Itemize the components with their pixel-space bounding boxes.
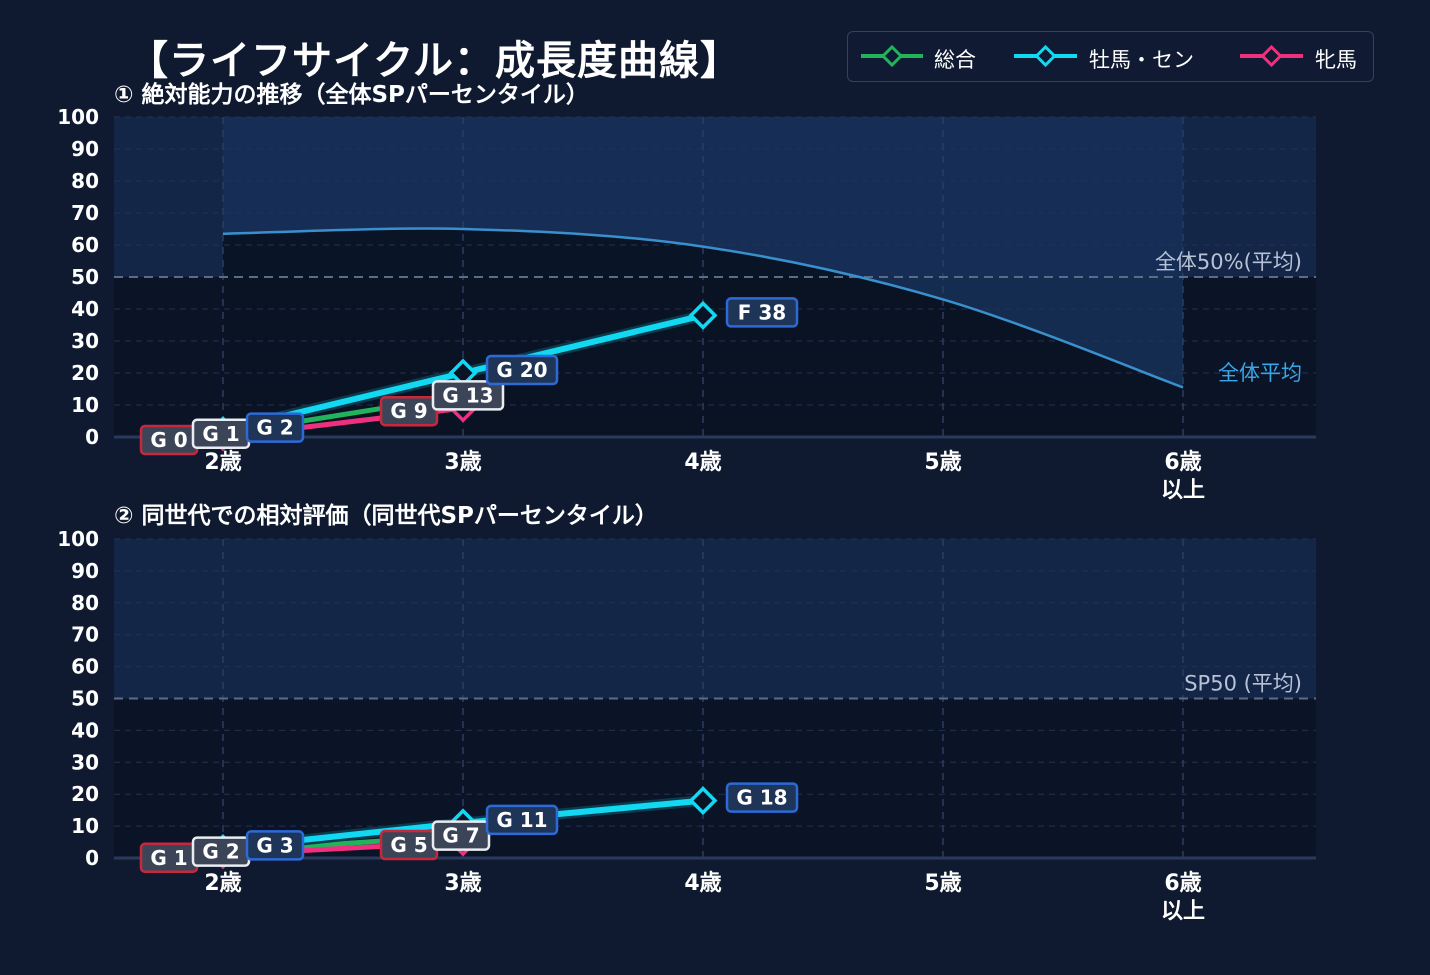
- y-tick-label: 60: [71, 655, 99, 679]
- chart-title: ① 絶対能力の推移（全体SPパーセンタイル）: [114, 81, 589, 108]
- data-label-牡馬・セン: F 38: [725, 297, 799, 328]
- data-label-text: G 5: [390, 833, 427, 857]
- y-tick-label: 50: [71, 265, 99, 289]
- y-tick-label: 80: [71, 591, 99, 615]
- data-label-box: [431, 820, 491, 851]
- legend-label-total: 総合: [934, 48, 976, 72]
- data-label-総合: G 2: [191, 836, 251, 867]
- y-tick-label: 0: [85, 425, 99, 449]
- data-label-牡馬・セン: G 3: [245, 830, 305, 861]
- y-tick-label: 20: [71, 782, 99, 806]
- y-tick-label: 90: [71, 559, 99, 583]
- data-label-box: [485, 804, 559, 836]
- data-label-牝馬: G 1: [139, 842, 199, 874]
- reference-line-label: 全体50%(平均): [1155, 250, 1302, 274]
- data-label-text: G 1: [150, 846, 187, 870]
- data-label-text: G 7: [442, 824, 479, 848]
- legend-diamond-icon-0: [880, 44, 904, 68]
- data-label-box: [725, 297, 799, 328]
- y-tick-label: 50: [71, 687, 99, 711]
- y-tick-label: 10: [71, 814, 99, 838]
- x-tick-label: 4歳: [684, 871, 721, 896]
- data-label-box: [725, 782, 799, 813]
- data-label-text: G 0: [150, 428, 187, 452]
- legend: 総合 牡馬・セン 牝馬: [847, 31, 1374, 82]
- data-label-box: [379, 395, 439, 427]
- x-tick-label: 2歳: [204, 450, 241, 475]
- x-tick-label: 5歳: [924, 450, 961, 475]
- data-label-牡馬・セン: G 18: [725, 782, 799, 813]
- y-tick-label: 20: [71, 361, 99, 385]
- legend-diamond-icon-2: [1260, 44, 1283, 68]
- series-point-2: [688, 300, 718, 330]
- plot-upper-band: [114, 539, 1316, 699]
- x-tick-label: 6歳: [1164, 450, 1201, 475]
- data-label-牝馬: G 9: [379, 395, 439, 427]
- y-tick-label: 10: [71, 393, 99, 417]
- y-tick-label: 60: [71, 233, 99, 257]
- x-tick-label: 3歳: [444, 450, 481, 475]
- series-point-2: [688, 786, 718, 816]
- average-curve-label: 全体平均: [1218, 361, 1302, 385]
- data-label-牡馬・セン: G 20: [485, 354, 559, 386]
- y-tick-label: 100: [57, 105, 99, 129]
- data-label-text: G 2: [256, 416, 293, 440]
- data-label-text: G 9: [390, 399, 427, 423]
- data-label-text: G 1: [202, 422, 239, 446]
- data-label-text: G 11: [496, 808, 547, 832]
- x-tick-label: 6歳: [1164, 871, 1201, 896]
- y-tick-label: 30: [71, 329, 99, 353]
- legend-label-male: 牡馬・セン: [1089, 48, 1194, 72]
- data-label-総合: G 7: [431, 820, 491, 851]
- data-label-牝馬: G 5: [379, 829, 439, 861]
- average-curve-line: [222, 227, 1184, 389]
- chart-2: SP50 (平均) ② 同世代での相対評価（同世代SPパーセンタイル） 0 10 20 3…: [57, 502, 1316, 924]
- plot-lower-band: [114, 698, 1316, 858]
- data-label-text: G 13: [442, 383, 493, 407]
- y-tick-label: 40: [71, 718, 99, 742]
- y-tick-label: 70: [71, 201, 99, 225]
- data-label-text: G 18: [736, 786, 787, 810]
- y-tick-label: 80: [71, 169, 99, 193]
- data-label-text: G 20: [496, 358, 547, 382]
- page-title: 【ライフサイクル：成長度曲線】: [128, 38, 741, 84]
- data-label-text: G 3: [256, 833, 293, 857]
- data-label-text: F 38: [738, 300, 786, 324]
- data-label-box: [431, 380, 505, 411]
- data-label-総合: G 1: [191, 418, 251, 450]
- data-label-box: [485, 354, 559, 386]
- x-tick-label: 5歳: [924, 871, 961, 896]
- data-label-box: [245, 830, 305, 861]
- chart-1: 全体50%(平均) 全体平均 ① 絶対能力の推移（全体SPパーセンタイル） 0 10 20…: [57, 81, 1316, 503]
- data-label-text: G 2: [202, 840, 239, 864]
- y-tick-label: 100: [57, 527, 99, 551]
- y-tick-label: 40: [71, 297, 99, 321]
- x-tick-label: 3歳: [444, 871, 481, 896]
- data-label-牝馬: G 0: [139, 424, 199, 456]
- data-label-牡馬・セン: G 11: [485, 804, 559, 836]
- y-tick-label: 30: [71, 750, 99, 774]
- y-tick-label: 70: [71, 623, 99, 647]
- x-tick-label: 2歳: [204, 871, 241, 896]
- legend-diamond-icon-1: [1034, 44, 1057, 68]
- legend-label-female: 牝馬: [1315, 48, 1357, 72]
- chart-title: ② 同世代での相対評価（同世代SPパーセンタイル）: [114, 502, 658, 529]
- legend-markers: [861, 44, 1303, 68]
- reference-line-label: SP50 (平均): [1184, 672, 1302, 696]
- data-label-総合: G 13: [431, 380, 505, 411]
- y-tick-label: 0: [85, 846, 99, 870]
- data-label-box: [245, 412, 305, 443]
- data-label-牡馬・セン: G 2: [245, 412, 305, 443]
- y-tick-label: 90: [71, 137, 99, 161]
- x-tick-label: 4歳: [684, 450, 721, 475]
- x-tick-label: 以上: [1161, 899, 1205, 924]
- x-tick-label: 以上: [1161, 478, 1205, 503]
